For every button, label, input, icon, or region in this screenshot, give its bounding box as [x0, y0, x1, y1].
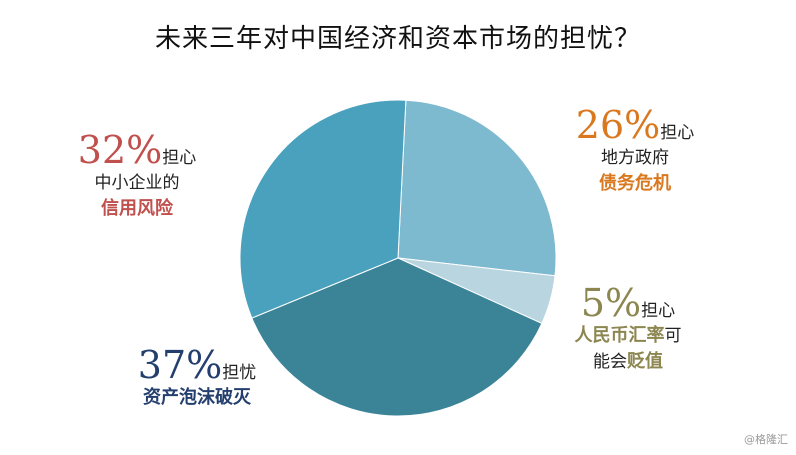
line-fx-plain: 能会	[593, 352, 627, 372]
line-debt-subject: 地方政府	[601, 148, 669, 168]
suffix-fx: 担心	[641, 301, 676, 321]
emph-fx-rate: 人民币汇率	[574, 325, 665, 346]
suffix-bubble: 担忧	[222, 363, 257, 383]
pct-label-bubble: 37%	[137, 343, 223, 387]
emph-debt-crisis: 债务危机	[599, 173, 671, 194]
emph-fx-devalue: 贬值	[627, 351, 663, 372]
pie-slice-local-debt	[397, 99, 557, 277]
pct-label-debt: 26%	[575, 103, 661, 147]
pct-label-credit: 32%	[77, 128, 163, 172]
line-credit-subject: 中小企业的	[94, 173, 180, 193]
suffix-credit: 担心	[162, 148, 197, 168]
emph-credit-risk: 信用风险	[101, 198, 173, 219]
pie-slice-asset-bubble	[251, 257, 543, 417]
pct-label-fx: 5%	[580, 281, 642, 325]
watermark: @格隆汇	[744, 433, 788, 446]
callout-credit-risk: 32%担心 中小企业的 信用风险	[62, 130, 212, 222]
emph-asset-bubble: 资产泡沫破灭	[143, 387, 251, 408]
line-fx-rest: 可	[664, 326, 682, 346]
chart-title: 未来三年对中国经济和资本市场的担忧？	[154, 24, 641, 54]
suffix-debt: 担心	[660, 123, 695, 143]
pie-slice-credit-risk	[239, 99, 407, 319]
callout-fx: 5%担心 人民币汇率可 能会贬值	[548, 283, 708, 375]
callout-asset-bubble: 37%担忧 资产泡沫破灭	[112, 345, 282, 411]
callout-local-debt: 26%担心 地方政府 债务危机	[560, 105, 710, 197]
